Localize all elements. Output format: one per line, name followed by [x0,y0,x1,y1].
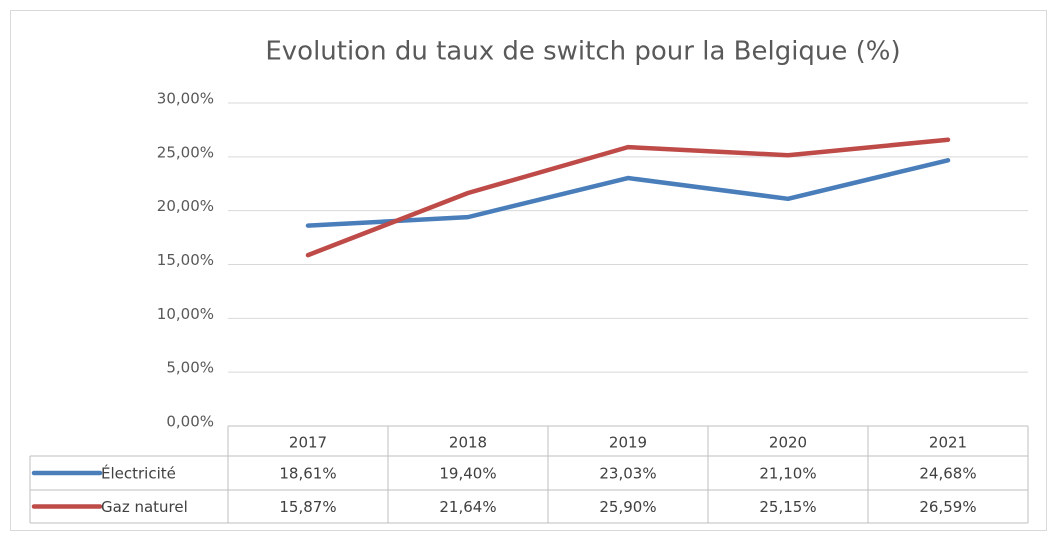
chart-border [10,10,1047,531]
table-value: 25,15% [759,498,816,516]
table-value: 19,40% [439,465,496,483]
y-tick-label: 5,00% [166,359,214,377]
y-tick-label: 0,00% [166,413,214,431]
x-tick-label: 2018 [449,434,487,452]
y-tick-label: 25,00% [157,143,214,161]
table-value: 21,10% [759,465,816,483]
y-tick-label: 10,00% [157,305,214,323]
y-tick-label: 20,00% [157,197,214,215]
table-value: 21,64% [439,498,496,516]
table-value: 25,90% [599,498,656,516]
table-value: 18,61% [279,465,336,483]
table-value: 15,87% [279,498,336,516]
chart-title: Evolution du taux de switch pour la Belg… [265,37,900,67]
x-tick-label: 2021 [929,434,967,452]
series-line [305,137,951,258]
series-line [305,158,951,228]
legend-label: Gaz naturel [101,498,188,516]
x-tick-label: 2019 [609,434,647,452]
y-tick-label: 30,00% [157,90,214,108]
x-tick-label: 2017 [289,434,327,452]
table-value: 24,68% [919,465,976,483]
table-value: 23,03% [599,465,656,483]
legend-label: Électricité [101,464,176,483]
y-tick-label: 15,00% [157,251,214,269]
x-tick-label: 2020 [769,434,807,452]
table-value: 26,59% [919,498,976,516]
